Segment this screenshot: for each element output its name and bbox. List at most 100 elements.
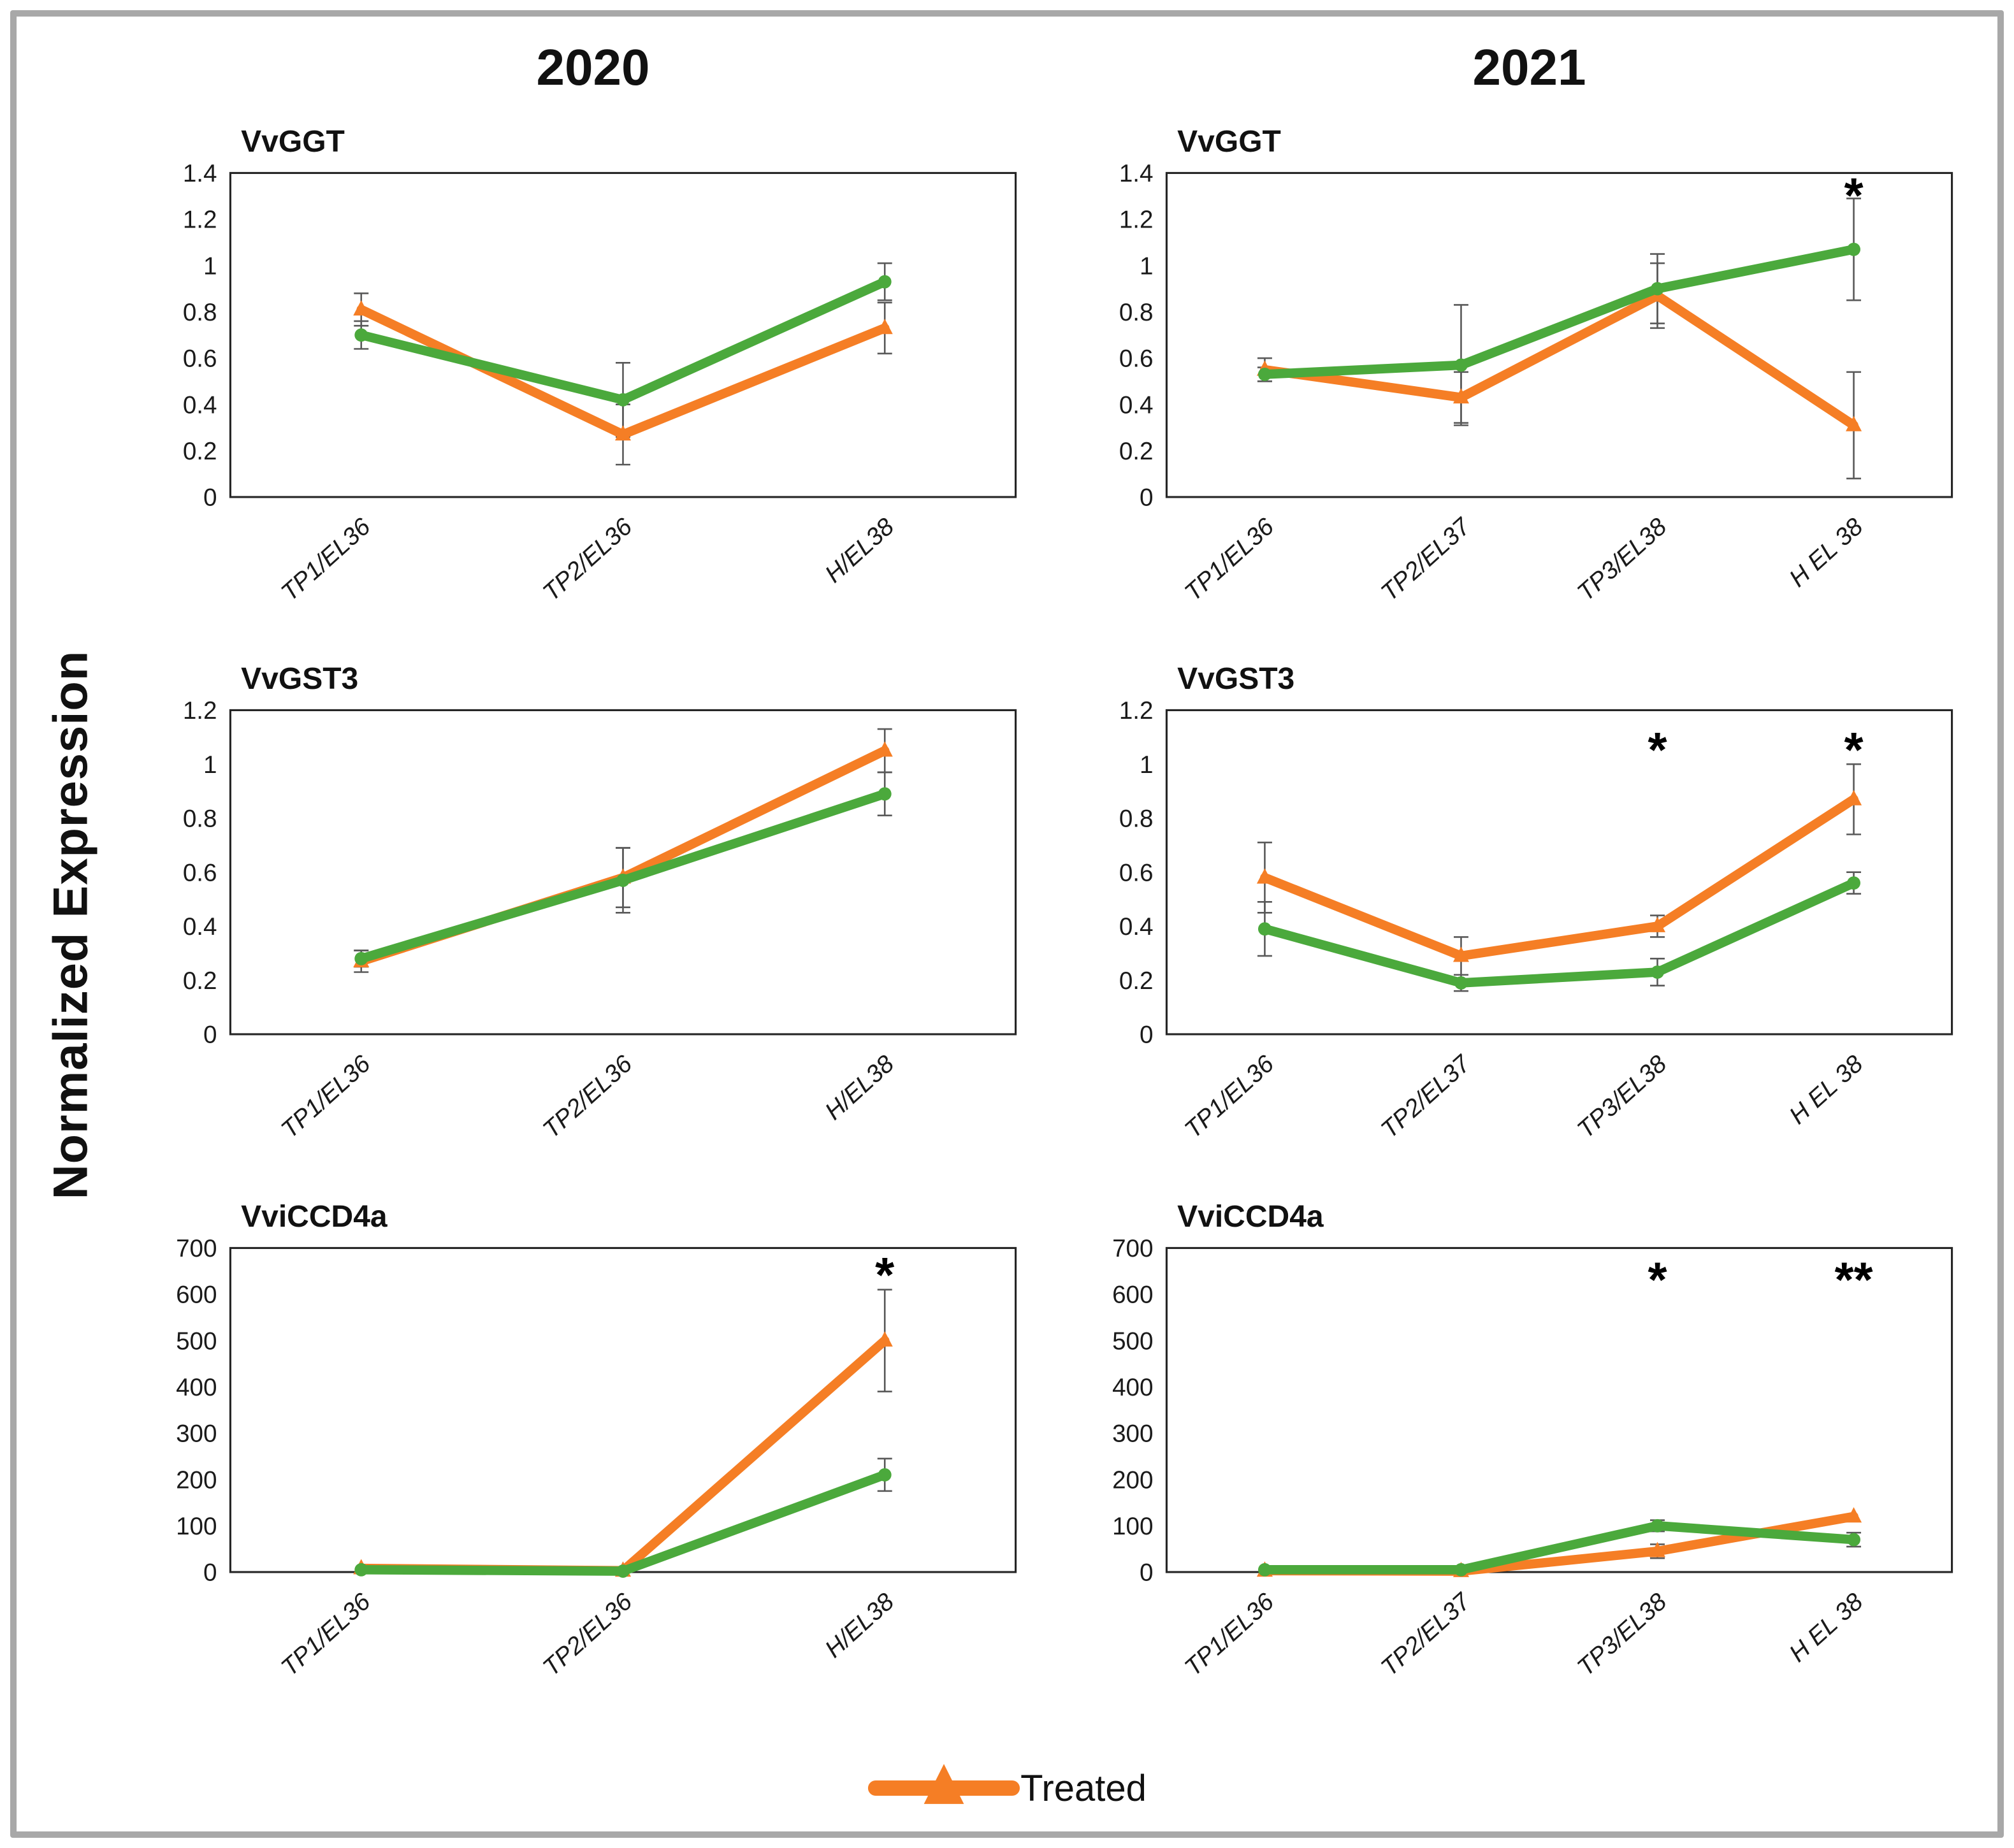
chart-cell-vvgst3-2021: VvGST3 0 0.2 0.4 0.6 0.8 1 1.2 TP1/EL36 TP2/EL37 T… <box>1061 656 1997 1193</box>
svg-text:TP3/EL38: TP3/EL38 <box>1572 1050 1672 1144</box>
chart-cell-vvgst3-2020: VvGST3 0 0.2 0.4 0.6 0.8 1 1.2 TP1/EL36 TP2/EL36 H… <box>125 656 1061 1193</box>
svg-text:TP2/EL36: TP2/EL36 <box>538 512 638 606</box>
svg-text:200: 200 <box>176 1466 217 1494</box>
svg-text:0: 0 <box>1140 1021 1153 1049</box>
svg-text:600: 600 <box>176 1281 217 1308</box>
svg-text:TP2/EL37: TP2/EL37 <box>1376 1587 1477 1682</box>
legend: Treated Control <box>17 1731 1997 1838</box>
svg-text:1.2: 1.2 <box>183 206 217 234</box>
svg-text:TP1/EL36: TP1/EL36 <box>1180 1587 1280 1681</box>
svg-text:TP3/EL38: TP3/EL38 <box>1572 1587 1672 1681</box>
chart-cell-vvggt-2020: VvGGT 0 0.2 0.4 0.6 0.8 1 1.2 1.4 TP1/EL36 TP2/EL3… <box>125 119 1061 656</box>
year-header-2020: 2020 <box>536 39 650 96</box>
svg-text:TP1/EL36: TP1/EL36 <box>276 1587 376 1681</box>
svg-text:H EL 38: H EL 38 <box>1784 512 1868 592</box>
chart-vvggt-2020: VvGGT 0 0.2 0.4 0.6 0.8 1 1.2 1.4 TP1/EL36 TP2/EL3… <box>183 125 1017 607</box>
svg-text:0.8: 0.8 <box>1119 805 1154 833</box>
svg-text:TP3/EL38: TP3/EL38 <box>1572 512 1672 606</box>
svg-text:*: * <box>1648 1252 1667 1307</box>
y-axis-title: Normalized Expression <box>43 650 98 1199</box>
svg-text:0.6: 0.6 <box>1119 860 1154 887</box>
svg-text:0.8: 0.8 <box>183 805 217 833</box>
svg-text:*: * <box>1844 723 1864 777</box>
svg-text:0.8: 0.8 <box>1119 299 1154 326</box>
svg-text:0.4: 0.4 <box>183 913 217 941</box>
svg-text:300: 300 <box>176 1420 217 1447</box>
svg-text:0.6: 0.6 <box>183 345 217 373</box>
svg-text:0: 0 <box>203 484 217 512</box>
svg-text:VvGST3: VvGST3 <box>1177 662 1294 696</box>
chart-vviccd4a-2020: VviCCD4a 0 100 200 300 400 500 600 700 TP1/EL36 TP… <box>176 1200 1017 1681</box>
legend-item-control: Control <box>871 1837 1143 1838</box>
svg-text:700: 700 <box>1112 1235 1153 1262</box>
svg-text:**: ** <box>1834 1252 1873 1307</box>
chart-grid: Normalized Expression VvGGT 0 0.2 0.4 0.6 0.8… <box>17 119 1997 1731</box>
treated-line-marker-icon <box>868 1764 1020 1805</box>
svg-text:400: 400 <box>176 1374 217 1401</box>
svg-text:VviCCD4a: VviCCD4a <box>241 1200 388 1234</box>
svg-text:*: * <box>875 1248 894 1303</box>
svg-text:1.2: 1.2 <box>1119 206 1154 234</box>
svg-text:1.2: 1.2 <box>1119 697 1154 725</box>
svg-text:0: 0 <box>203 1021 217 1049</box>
svg-text:*: * <box>1648 723 1667 777</box>
svg-text:200: 200 <box>1112 1466 1153 1494</box>
svg-text:0.6: 0.6 <box>1119 345 1154 373</box>
svg-text:700: 700 <box>176 1235 217 1262</box>
svg-text:H EL 38: H EL 38 <box>1784 1587 1868 1667</box>
svg-text:400: 400 <box>1112 1374 1153 1401</box>
svg-text:TP2/EL37: TP2/EL37 <box>1376 512 1477 607</box>
svg-text:0.6: 0.6 <box>183 860 217 887</box>
svg-text:0.2: 0.2 <box>1119 967 1154 995</box>
svg-text:VviCCD4a: VviCCD4a <box>1177 1200 1324 1234</box>
year-header-row: 2020 2021 <box>17 17 1997 119</box>
svg-text:0: 0 <box>1140 484 1153 512</box>
chart-vviccd4a-2021: VviCCD4a 0 100 200 300 400 500 600 700 TP1/EL36 TP… <box>1112 1200 1953 1682</box>
svg-text:500: 500 <box>1112 1327 1153 1355</box>
svg-text:VvGGT: VvGGT <box>1177 125 1281 159</box>
svg-text:VvGGT: VvGGT <box>241 125 345 159</box>
svg-text:0.2: 0.2 <box>183 967 217 995</box>
svg-text:TP2/EL36: TP2/EL36 <box>538 1050 638 1144</box>
svg-text:TP2/EL37: TP2/EL37 <box>1376 1050 1477 1144</box>
y-axis-title-container: Normalized Expression <box>17 119 125 1731</box>
svg-text:TP1/EL36: TP1/EL36 <box>276 512 376 606</box>
svg-text:H/EL38: H/EL38 <box>820 512 899 588</box>
chart-vvgst3-2020: VvGST3 0 0.2 0.4 0.6 0.8 1 1.2 TP1/EL36 TP2/EL36 H… <box>183 662 1017 1144</box>
svg-text:1.2: 1.2 <box>183 697 217 725</box>
chart-vvgst3-2021: VvGST3 0 0.2 0.4 0.6 0.8 1 1.2 TP1/EL36 TP2/EL37 T… <box>1119 662 1953 1144</box>
svg-text:600: 600 <box>1112 1281 1153 1308</box>
svg-text:100: 100 <box>1112 1513 1153 1540</box>
svg-text:0: 0 <box>1140 1559 1153 1586</box>
chart-cell-vviccd4a-2021: VviCCD4a 0 100 200 300 400 500 600 700 TP1/EL36 TP… <box>1061 1194 1997 1731</box>
svg-text:0.4: 0.4 <box>183 391 217 419</box>
svg-text:TP1/EL36: TP1/EL36 <box>1180 512 1280 606</box>
svg-text:TP1/EL36: TP1/EL36 <box>276 1050 376 1144</box>
svg-text:1.4: 1.4 <box>183 160 217 187</box>
svg-text:VvGST3: VvGST3 <box>241 662 358 696</box>
svg-text:0.4: 0.4 <box>1119 913 1154 941</box>
control-line-marker-icon <box>871 1837 1024 1838</box>
svg-text:0.4: 0.4 <box>1119 391 1154 419</box>
svg-text:1: 1 <box>1140 751 1153 779</box>
year-header-2021: 2021 <box>1472 39 1586 96</box>
svg-text:0.8: 0.8 <box>183 299 217 326</box>
svg-text:1: 1 <box>203 751 217 779</box>
svg-text:1: 1 <box>203 252 217 280</box>
chart-cell-vvggt-2021: VvGGT 0 0.2 0.4 0.6 0.8 1 1.2 1.4 TP1/EL36 TP2/EL3… <box>1061 119 1997 656</box>
chart-cell-vviccd4a-2020: VviCCD4a 0 100 200 300 400 500 600 700 TP1/EL36 TP… <box>125 1194 1061 1731</box>
chart-vvggt-2021: VvGGT 0 0.2 0.4 0.6 0.8 1 1.2 1.4 TP1/EL36 TP2/EL3… <box>1119 125 1953 607</box>
svg-text:H EL 38: H EL 38 <box>1784 1050 1868 1130</box>
svg-text:*: * <box>1844 168 1864 223</box>
svg-text:300: 300 <box>1112 1420 1153 1447</box>
svg-text:H/EL38: H/EL38 <box>820 1587 899 1663</box>
legend-label-treated: Treated <box>1020 1767 1147 1809</box>
svg-text:100: 100 <box>176 1513 217 1540</box>
svg-text:1.4: 1.4 <box>1119 160 1154 187</box>
svg-text:H/EL38: H/EL38 <box>820 1050 899 1126</box>
svg-text:1: 1 <box>1140 252 1153 280</box>
svg-text:0.2: 0.2 <box>183 438 217 465</box>
svg-text:TP2/EL36: TP2/EL36 <box>538 1587 638 1681</box>
svg-text:TP1/EL36: TP1/EL36 <box>1180 1050 1280 1144</box>
figure-frame: 2020 2021 Normalized Expression VvGGT 0 0.… <box>10 10 2004 1838</box>
